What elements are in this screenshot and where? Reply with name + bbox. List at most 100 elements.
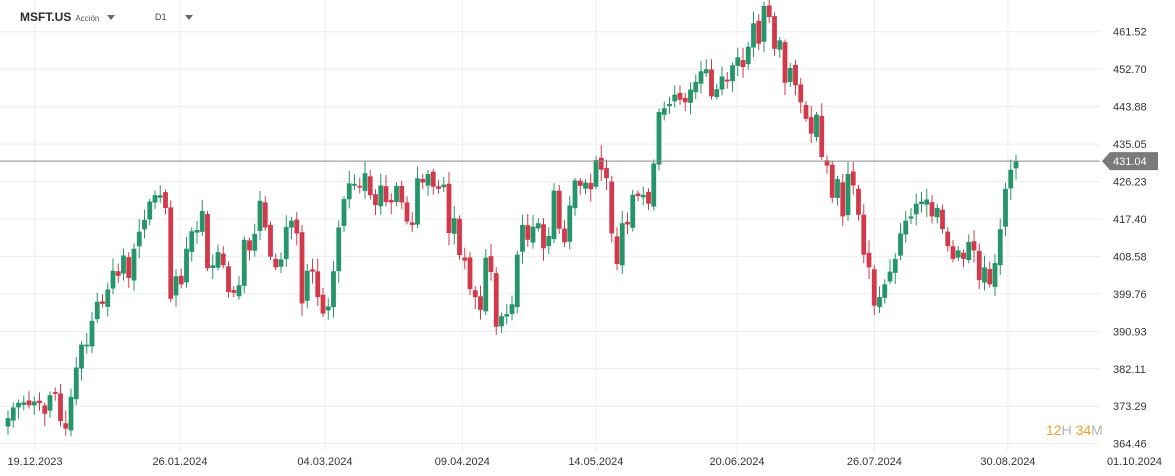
candle-body (961, 252, 966, 259)
candle (787, 62, 793, 87)
candle-body (226, 266, 231, 292)
candle-body (394, 185, 399, 202)
candle (157, 185, 163, 204)
candle (152, 190, 158, 210)
candle-body (1013, 161, 1019, 169)
candle (541, 218, 546, 261)
candle-body (184, 248, 189, 283)
candle (971, 230, 977, 263)
candle-body (457, 218, 462, 256)
candle-body (126, 257, 132, 278)
symbol-selector[interactable]: MSFT.US Acción (20, 8, 116, 26)
candle (871, 264, 877, 315)
candle-body (168, 207, 174, 299)
candle (661, 101, 667, 121)
current-price-tag: 431.04 (1102, 152, 1158, 171)
candle (79, 341, 84, 381)
candle (278, 252, 284, 274)
candle (205, 210, 210, 271)
candle (26, 391, 32, 409)
candle (425, 170, 431, 196)
candle-body (362, 173, 368, 191)
candle-body (173, 276, 179, 296)
candle (121, 248, 126, 281)
candle (252, 223, 258, 257)
candle (257, 190, 263, 240)
candle-body (992, 263, 998, 287)
candle-body (94, 301, 100, 320)
candle (68, 388, 74, 437)
candle (189, 227, 195, 262)
candle (394, 182, 399, 207)
candle-body (756, 20, 762, 44)
chevron-down-icon[interactable] (107, 14, 116, 20)
candle (562, 220, 567, 248)
candle (751, 11, 756, 58)
candle-body (115, 271, 121, 276)
candle-body (110, 270, 116, 289)
candle-body (892, 258, 898, 273)
candle (457, 215, 462, 260)
candle (840, 174, 846, 227)
candle-body (231, 290, 237, 293)
countdown-minutes-unit: M (1091, 422, 1103, 438)
candle-body (163, 192, 168, 208)
candle (168, 200, 174, 303)
y-tick-label: 399.76 (1113, 289, 1147, 301)
candle (940, 204, 945, 234)
candle (247, 237, 252, 261)
candle-body (451, 218, 457, 234)
timeframe-selector[interactable]: D1 (155, 8, 193, 26)
candle (415, 166, 420, 229)
candle-body (824, 160, 830, 166)
candle (472, 286, 478, 310)
candle-body (625, 221, 630, 225)
chevron-down-icon[interactable] (184, 14, 193, 20)
candle (530, 215, 536, 249)
candle (110, 258, 116, 295)
candle-body (346, 183, 352, 200)
candle (268, 221, 273, 261)
x-tick-label: 09.04.2024 (435, 456, 490, 468)
candle (976, 243, 982, 290)
candle-body (730, 65, 735, 82)
candle-body (446, 183, 452, 234)
candle-body (913, 203, 919, 215)
candle (724, 71, 730, 89)
candle-body (352, 183, 357, 186)
candle-body (698, 71, 704, 84)
candle (672, 85, 678, 108)
candle (929, 194, 935, 224)
candle (735, 47, 741, 77)
x-tick-label: 30.08.2024 (980, 456, 1035, 468)
candle (388, 193, 394, 215)
candle-body (178, 275, 184, 285)
candle (304, 263, 310, 309)
candle (331, 261, 336, 318)
candle (462, 247, 468, 270)
candle-body (320, 294, 326, 314)
x-tick-label: 14.05.2024 (568, 456, 623, 468)
candle (892, 253, 898, 284)
candle (294, 211, 300, 246)
candle-body (871, 269, 877, 306)
candle-body (509, 304, 515, 314)
candle (357, 177, 363, 194)
candle-body (808, 117, 814, 134)
candle-body (100, 301, 105, 304)
candle (404, 196, 410, 225)
candle (58, 384, 63, 427)
candle (604, 159, 609, 191)
y-tick-label: 373.29 (1113, 401, 1147, 413)
candle-body (719, 76, 725, 90)
candle-body (131, 248, 137, 281)
candle (184, 237, 189, 288)
candle-body (609, 181, 615, 234)
candle (719, 66, 725, 96)
candle (824, 155, 830, 174)
candle-body (220, 253, 226, 266)
candle-body (814, 114, 819, 138)
candle (299, 225, 305, 316)
candle-body (315, 271, 321, 298)
